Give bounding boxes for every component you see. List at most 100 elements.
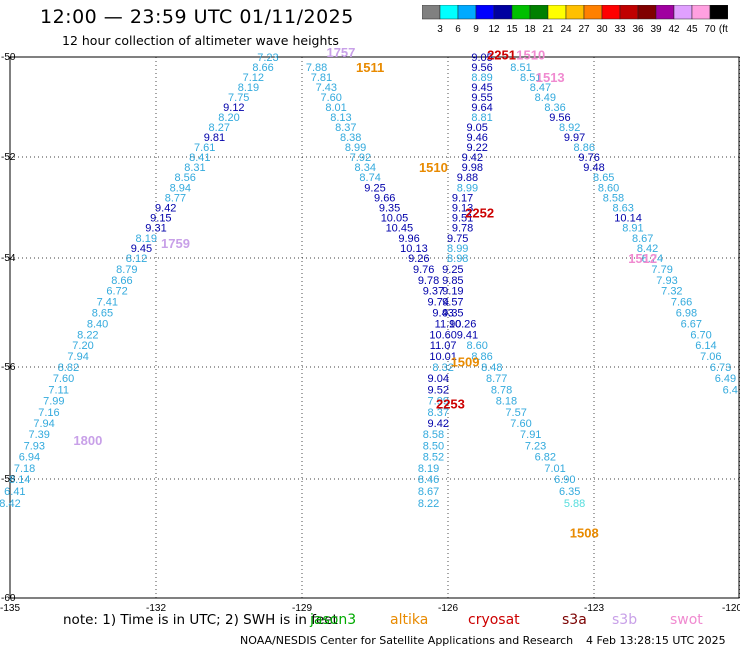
pass-label: 2253 (436, 396, 465, 411)
lat-tick-label: -50 (1, 52, 16, 63)
color-tick-label: 33 (614, 24, 626, 35)
wave-height-label: 9.52 (428, 384, 449, 396)
lat-tick-label: -52 (1, 152, 16, 163)
wave-height-label: 7.39 (28, 429, 49, 441)
wave-height-label: 8.19 (418, 463, 439, 475)
pass-label: 1513 (536, 70, 565, 85)
pass-label: 1757 (326, 45, 355, 60)
wave-height-label: 6.41 (4, 486, 25, 498)
map-frame (9, 56, 740, 599)
wave-height-label: 5.88 (564, 498, 585, 510)
wave-height-label: 8.27 (209, 122, 230, 134)
wave-height-label: 6.94 (19, 452, 40, 464)
wave-height-label: 6.49 (715, 373, 736, 385)
pass-label: 1508 (570, 526, 599, 541)
wave-height-label: 9.56 (471, 62, 492, 74)
color-tick-label: 42 (668, 24, 680, 35)
wave-height-label: 8.60 (466, 340, 487, 352)
wave-height-label: 9.75 (447, 233, 468, 245)
wave-height-label: 9.22 (466, 142, 487, 154)
legend-satellite-s3a: s3a (562, 612, 587, 628)
wave-height-label: 7.88 (306, 62, 327, 74)
color-tick-label: 36 (632, 24, 644, 35)
footer-credit: NOAA/NESDIS Center for Satellite Applica… (240, 634, 574, 647)
wave-height-label: 8.01 (325, 102, 346, 114)
wave-height-label: 8.38 (340, 132, 361, 144)
wave-height-label: 9.25 (364, 182, 385, 194)
wave-height-label: 9.78 (452, 223, 473, 235)
wave-height-label: 8.86 (471, 351, 492, 363)
wave-height-label: 8.48 (481, 362, 502, 374)
wave-height-label: 8.78 (491, 384, 512, 396)
wave-height-label: 8.22 (418, 498, 439, 510)
wave-height-label: 7.79 (651, 264, 672, 276)
wave-height-label: 7.32 (661, 286, 682, 298)
wave-height-label: 8.63 (612, 203, 633, 215)
wave-height-label: 8.42 (0, 498, 21, 510)
color-tick-label: 9 (473, 24, 479, 35)
wave-height-label: 8.42 (637, 243, 658, 255)
wave-height-label: 9.76 (413, 264, 434, 276)
color-swatch (709, 5, 728, 20)
wave-height-label: 7.60 (320, 92, 341, 104)
map-subtitle: 12 hour collection of altimeter wave hei… (62, 33, 339, 48)
map-title: 12:00 — 23:59 UTC 01/11/2025 (40, 6, 354, 28)
wave-height-label: 8.66 (111, 275, 132, 287)
wave-height-label: 9.56 (549, 112, 570, 124)
pass-label: 1800 (73, 433, 102, 448)
wave-height-label: 9.55 (471, 92, 492, 104)
wave-height-label: 9.88 (457, 172, 478, 184)
wave-height-label: 8.91 (622, 223, 643, 235)
wave-height-label: 9.17 (452, 192, 473, 204)
wave-height-label: 8.92 (559, 122, 580, 134)
wave-height-label: 9.26 (408, 253, 429, 265)
wave-height-label: 9.05 (466, 122, 487, 134)
color-tick-label: 15 (506, 24, 518, 35)
wave-height-label: 9.45 (131, 243, 152, 255)
wave-height-label: 7.16 (38, 407, 59, 419)
wave-height-label: 7.93 (24, 440, 45, 452)
wave-height-label: 7.99 (43, 396, 64, 408)
lat-tick-label: -58 (1, 474, 16, 485)
wave-height-label: 9.19 (442, 286, 463, 298)
footer-timestamp: 4 Feb 13:28:15 UTC 2025 (586, 634, 726, 647)
wave-height-label: 8.77 (486, 373, 507, 385)
wave-height-label: 10.13 (400, 243, 428, 255)
wave-height-label: 7.94 (33, 418, 54, 430)
wave-height-label: 8.65 (92, 308, 113, 320)
color-tick-label: 39 (650, 24, 662, 35)
wave-height-label: 8.20 (218, 112, 239, 124)
wave-height-label: 8.12 (126, 253, 147, 265)
legend-satellite-s3b: s3b (612, 612, 638, 628)
wave-height-label: 6.90 (554, 474, 575, 486)
wave-height-label: 8.46 (418, 474, 439, 486)
wave-height-label: 8.77 (165, 192, 186, 204)
wave-height-label: 9.05 (471, 52, 492, 64)
wave-height-label: 8.34 (355, 162, 376, 174)
wave-height-label: 6.67 (681, 318, 702, 330)
wave-height-label: 8.22 (77, 329, 98, 341)
wave-height-label: 8.37 (428, 407, 449, 419)
wave-height-label: 8.99 (345, 142, 366, 154)
wave-height-label: 7.41 (97, 297, 118, 309)
wave-height-label: 9.42 (428, 418, 449, 430)
pass-label: 1759 (161, 236, 190, 251)
wave-height-label: 8.67 (418, 486, 439, 498)
wave-height-label: 6.70 (690, 329, 711, 341)
wave-height-label: 9.31 (145, 223, 166, 235)
lon-tick-label: -132 (146, 603, 166, 612)
wave-height-label: 9.13 (452, 203, 473, 215)
wave-height-label: 7.23 (525, 440, 546, 452)
wave-height-label: 9.04 (428, 373, 449, 385)
wave-height-label: 10.01 (429, 351, 457, 363)
wave-height-label: 8.31 (184, 162, 205, 174)
wave-height-label: 8.58 (603, 192, 624, 204)
wave-height-label: 7.06 (700, 351, 721, 363)
wave-height-label: 7.60 (510, 418, 531, 430)
wave-height-label: 11.07 (430, 340, 457, 352)
color-tick-label: 70 (704, 24, 716, 35)
pass-label: 1512 (628, 251, 657, 266)
wave-height-label: 7.60 (53, 373, 74, 385)
wave-height-label: 9.25 (442, 264, 463, 276)
wave-height-label: 8.36 (544, 102, 565, 114)
